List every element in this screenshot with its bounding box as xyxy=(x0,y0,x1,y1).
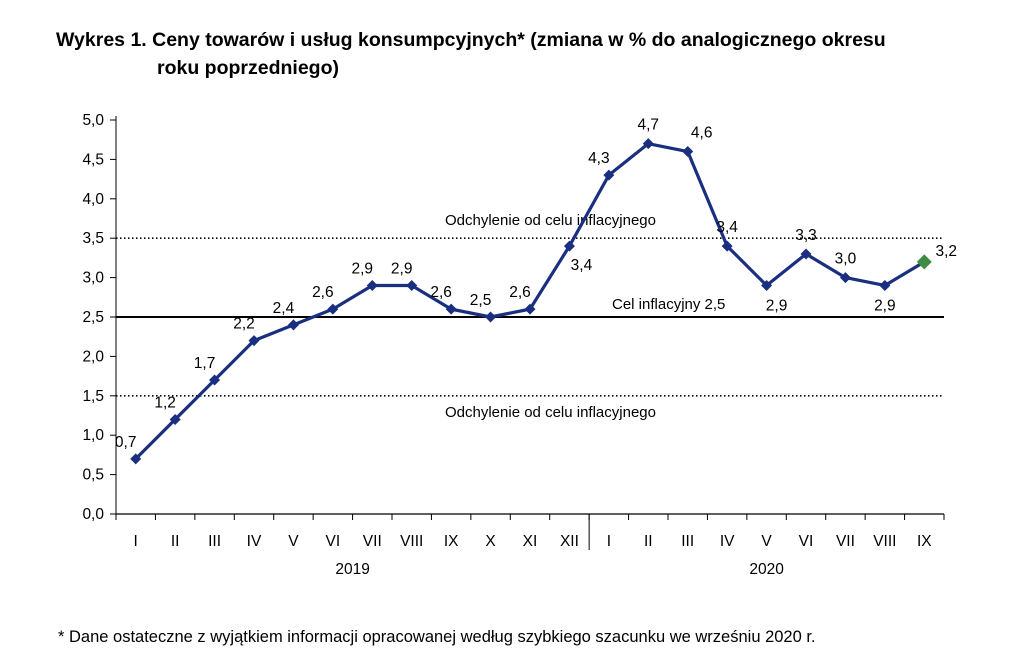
x-tick-label: XI xyxy=(523,533,538,550)
data-point-12 xyxy=(603,169,615,181)
data-label-6: 2,9 xyxy=(352,260,374,277)
x-tick-label: VII xyxy=(363,533,382,550)
data-label-1: 1,2 xyxy=(154,394,176,411)
data-point-9 xyxy=(485,311,497,323)
x-tick-label: III xyxy=(208,533,221,550)
chart-title-line-1: Wykres 1. Ceny towarów i usług konsumpcy… xyxy=(56,29,886,51)
x-tick-label: XII xyxy=(560,533,579,550)
data-label-17: 3,3 xyxy=(795,227,817,244)
x-tick-label: IV xyxy=(720,533,735,550)
reference-line-label-0: Cel inflacyjny 2,5 xyxy=(612,296,725,313)
x-tick-label: V xyxy=(761,533,772,550)
x-tick-label: IV xyxy=(247,533,262,550)
y-tick-label: 1,5 xyxy=(82,388,104,405)
data-point-17 xyxy=(800,248,812,260)
data-point-7 xyxy=(406,279,418,291)
data-label-7: 2,9 xyxy=(391,260,413,277)
data-point-15 xyxy=(721,240,733,252)
x-tick-label: VI xyxy=(799,533,814,550)
data-point-19 xyxy=(879,279,891,291)
y-tick-label: 1,0 xyxy=(82,427,104,444)
x-tick-label: III xyxy=(681,533,694,550)
data-label-20: 3,2 xyxy=(936,243,958,260)
x-tick-label: V xyxy=(288,533,299,550)
y-tick-label: 4,5 xyxy=(82,151,104,168)
x-tick-label: IX xyxy=(444,533,459,550)
data-point-0 xyxy=(130,453,142,465)
data-label-8: 2,6 xyxy=(430,284,452,301)
data-point-11 xyxy=(563,240,575,252)
data-point-18 xyxy=(839,272,851,284)
x-tick-label: VI xyxy=(326,533,341,550)
year-label-2020: 2020 xyxy=(749,561,784,578)
data-label-10: 2,6 xyxy=(509,284,531,301)
chart-title: Wykres 1. Ceny towarów i usług konsumpcy… xyxy=(56,26,996,82)
y-tick-label: 2,5 xyxy=(82,309,104,326)
data-point-16 xyxy=(761,279,773,291)
y-tick-label: 0,0 xyxy=(82,506,104,523)
x-tick-label: VIII xyxy=(400,533,423,550)
data-point-1 xyxy=(169,413,181,425)
data-label-11: 3,4 xyxy=(571,257,593,274)
y-tick-label: 3,5 xyxy=(82,230,104,247)
data-point-13 xyxy=(642,138,654,150)
x-tick-label: II xyxy=(644,533,653,550)
data-point-20 xyxy=(916,254,932,270)
reference-line-label-1: Odchylenie od celu inflacyjnego xyxy=(445,212,656,229)
x-tick-label: VIII xyxy=(873,533,896,550)
data-label-13: 4,7 xyxy=(638,117,660,134)
data-point-5 xyxy=(327,303,339,315)
data-label-0: 0,7 xyxy=(115,434,137,451)
data-point-14 xyxy=(682,146,694,158)
x-tick-label: I xyxy=(607,533,611,550)
data-label-2: 1,7 xyxy=(194,355,216,372)
chart-title-line-2: roku poprzedniego) xyxy=(157,57,339,79)
data-label-15: 3,4 xyxy=(716,219,738,236)
x-tick-label: X xyxy=(485,533,496,550)
data-label-3: 2,2 xyxy=(233,316,255,333)
data-point-10 xyxy=(524,303,536,315)
data-label-12: 4,3 xyxy=(588,150,610,167)
x-tick-label: I xyxy=(134,533,138,550)
x-tick-label: VII xyxy=(836,533,855,550)
y-tick-label: 5,0 xyxy=(82,112,104,129)
footnote: * Dane ostateczne z wyjątkiem informacji… xyxy=(58,628,816,646)
data-point-4 xyxy=(287,319,299,331)
y-tick-label: 3,0 xyxy=(82,270,104,287)
data-point-8 xyxy=(445,303,457,315)
reference-line-label-2: Odchylenie od celu inflacyjnego xyxy=(445,404,656,421)
data-label-5: 2,6 xyxy=(312,284,334,301)
year-label-2019: 2019 xyxy=(335,561,369,578)
data-label-9: 2,5 xyxy=(470,292,492,309)
data-point-6 xyxy=(366,279,378,291)
x-tick-label: IX xyxy=(917,533,932,550)
data-point-2 xyxy=(209,374,221,386)
y-tick-label: 0,5 xyxy=(82,467,104,484)
data-label-14: 4,6 xyxy=(691,125,713,142)
data-point-3 xyxy=(248,335,260,347)
y-tick-label: 2,0 xyxy=(82,348,104,365)
x-tick-label: II xyxy=(171,533,180,550)
data-label-19: 2,9 xyxy=(874,297,896,314)
data-label-16: 2,9 xyxy=(766,297,788,314)
data-label-4: 2,4 xyxy=(273,300,295,317)
data-label-18: 3,0 xyxy=(835,251,857,268)
y-tick-label: 4,0 xyxy=(82,191,104,208)
